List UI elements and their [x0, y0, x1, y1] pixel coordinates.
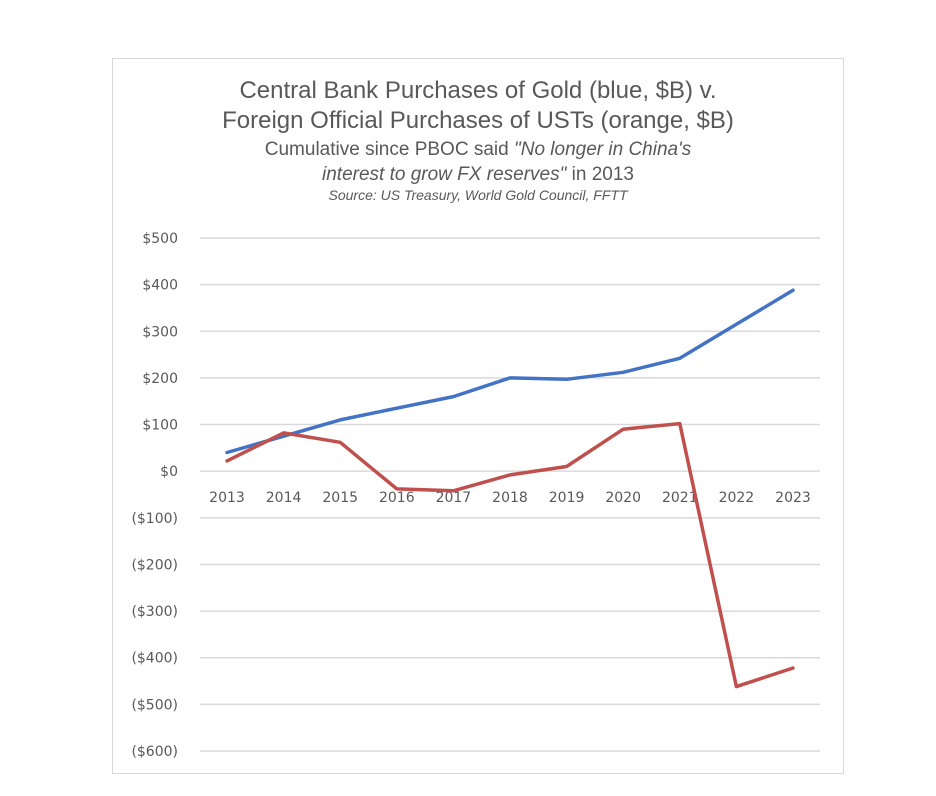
y-tick-label: ($600) [131, 744, 178, 760]
x-tick-label: 2017 [436, 490, 472, 506]
y-tick-label: ($500) [131, 697, 178, 713]
x-tick-label: 2016 [379, 490, 415, 506]
x-tick-label: 2020 [605, 490, 641, 506]
y-tick-label: $400 [142, 278, 178, 294]
subtitle-post: in 2013 [566, 164, 634, 185]
y-tick-label: ($400) [131, 651, 178, 667]
x-tick-label: 2013 [209, 490, 245, 506]
chart-source: Source: US Treasury, World Gold Council,… [328, 187, 628, 203]
chart-titles: Central Bank Purchases of Gold (blue, $B… [112, 76, 844, 204]
y-tick-label: ($100) [131, 511, 178, 527]
x-tick-label: 2014 [266, 490, 302, 506]
x-tick-label: 2023 [775, 490, 811, 506]
chart-subtitle-line1: Cumulative since PBOC said "No longer in… [112, 138, 844, 161]
subtitle-pre: Cumulative since PBOC said [264, 139, 514, 160]
subtitle-quote-b: interest to grow FX reserves" [322, 164, 567, 185]
y-tick-label: $0 [160, 464, 178, 480]
y-tick-label: $300 [142, 324, 178, 340]
chart-title-line1: Central Bank Purchases of Gold (blue, $B… [239, 77, 717, 104]
y-tick-label: $200 [142, 371, 178, 387]
series-line-usts [225, 421, 795, 689]
x-tick-label: 2015 [322, 490, 358, 506]
y-tick-label: ($300) [131, 604, 178, 620]
x-tick-label: 2021 [662, 490, 698, 506]
x-tick-label: 2018 [492, 490, 528, 506]
y-tick-label: ($200) [131, 557, 178, 573]
subtitle-quote-a: "No longer in China's [513, 139, 692, 160]
x-tick-label: 2022 [719, 490, 755, 506]
y-tick-label: $100 [142, 418, 178, 434]
x-tick-label: 2019 [549, 490, 585, 506]
y-tick-label: $500 [142, 231, 178, 247]
chart-subtitle-line2: interest to grow FX reserves" in 2013 [112, 163, 844, 186]
chart-title-line2: Foreign Official Purchases of USTs (oran… [222, 107, 734, 134]
series-line-gold [225, 288, 795, 455]
chart-frame [112, 58, 844, 774]
